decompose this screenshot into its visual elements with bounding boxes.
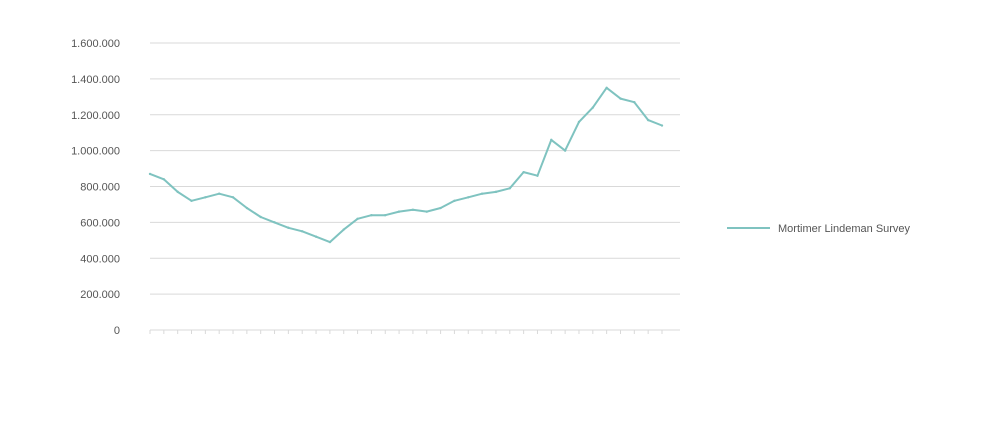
data-point [204,196,207,199]
data-point [370,214,373,217]
data-point [467,196,470,199]
data-point [494,190,498,194]
data-point [328,240,332,244]
y-axis-tick-labels: 0 200.000 400.000 600.000 800.000 1.000.000 1.… [71,38,120,337]
legend: Mortimer Lindeman Survey [727,223,911,235]
data-point [314,235,318,238]
data-point [356,217,359,220]
data-point [619,97,622,100]
data-point [273,221,276,224]
y-tick-label: 400.000 [80,253,120,265]
data-point [259,215,262,219]
data-point [439,206,442,210]
data-point [633,100,636,104]
y-tick-label: 1.200.000 [71,110,120,122]
data-point [480,192,484,195]
legend-label: Mortimer Lindeman Survey [778,223,911,235]
data-point [591,106,595,109]
series-line [149,86,663,244]
y-tick-label: 600.000 [80,217,120,229]
data-point [217,192,221,195]
y-tick-label: 800.000 [80,182,120,194]
data-point [577,120,581,124]
data-point [301,230,304,233]
y-tick-label: 1.400.000 [71,74,120,86]
y-tick-label: 200.000 [80,289,120,301]
data-point [550,138,553,142]
data-point [231,196,235,199]
data-point [508,187,511,190]
data-point [176,190,179,194]
data-point [411,208,415,212]
x-axis-tick-marks [149,330,663,334]
data-point [453,199,456,203]
data-point [397,210,401,213]
y-tick-label: 0 [114,325,120,337]
data-point [287,226,290,229]
data-point [646,118,650,122]
data-point [162,178,166,181]
data-point [384,214,387,217]
data-point [425,210,428,213]
data-point [342,228,345,231]
data-point [148,172,152,176]
data-point [605,86,608,90]
data-point [522,170,525,174]
data-point [563,149,567,152]
series-lines [148,86,664,244]
data-point [660,124,664,127]
gridlines [150,42,680,331]
y-tick-label: 1.600.000 [71,38,120,50]
data-point [190,199,193,203]
data-point [536,174,539,177]
data-point [245,206,249,210]
y-tick-label: 1.000.000 [71,146,120,158]
